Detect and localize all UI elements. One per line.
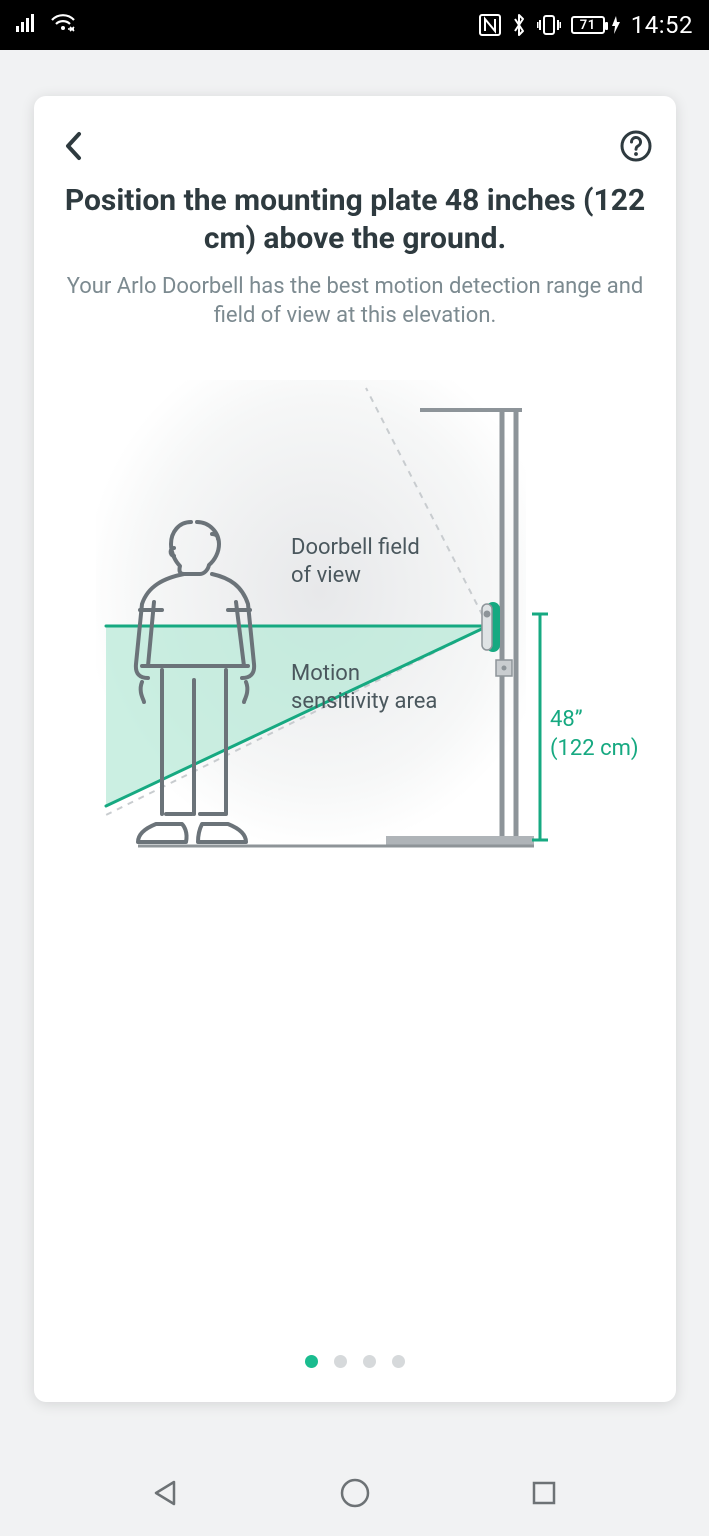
page-dot-2[interactable] xyxy=(334,1355,347,1368)
nav-recent-button[interactable] xyxy=(520,1469,568,1517)
back-triangle-icon xyxy=(150,1478,180,1508)
chevron-left-icon xyxy=(63,131,85,161)
back-button[interactable] xyxy=(56,128,92,164)
signal-icon xyxy=(16,12,40,38)
nav-home-button[interactable] xyxy=(331,1469,379,1517)
help-button[interactable] xyxy=(618,128,654,164)
page-subtitle: Your Arlo Doorbell has the best motion d… xyxy=(56,273,654,330)
page-indicator xyxy=(56,1355,654,1382)
status-right: 71 14:52 xyxy=(479,11,693,39)
home-circle-icon xyxy=(338,1476,372,1510)
battery-pct: 71 xyxy=(580,19,596,32)
status-bar: 71 14:52 xyxy=(0,0,709,50)
vibrate-icon xyxy=(537,14,561,36)
card-header xyxy=(56,128,654,164)
wifi-icon xyxy=(50,12,76,38)
nav-back-button[interactable] xyxy=(141,1469,189,1517)
charging-icon xyxy=(611,15,621,35)
page-dot-3[interactable] xyxy=(363,1355,376,1368)
field-of-view-label: Doorbell field of view xyxy=(291,534,420,589)
android-nav-bar xyxy=(0,1450,709,1536)
battery-indicator: 71 xyxy=(571,16,605,34)
bluetooth-icon xyxy=(511,13,527,37)
page-dot-4[interactable] xyxy=(392,1355,405,1368)
status-left xyxy=(16,12,76,38)
nfc-icon xyxy=(479,14,501,36)
height-label: 48” (122 cm) xyxy=(550,706,639,763)
page-title: Position the mounting plate 48 inches (1… xyxy=(56,182,654,257)
recent-square-icon xyxy=(530,1479,558,1507)
motion-area-label: Motion sensitivity area xyxy=(291,660,437,715)
content-card: Position the mounting plate 48 inches (1… xyxy=(34,96,676,1402)
page-dot-1[interactable] xyxy=(305,1355,318,1368)
question-circle-icon xyxy=(619,129,653,163)
clock: 14:52 xyxy=(631,11,693,39)
mounting-diagram: Doorbell field of view Motion sensitivit… xyxy=(56,370,654,930)
